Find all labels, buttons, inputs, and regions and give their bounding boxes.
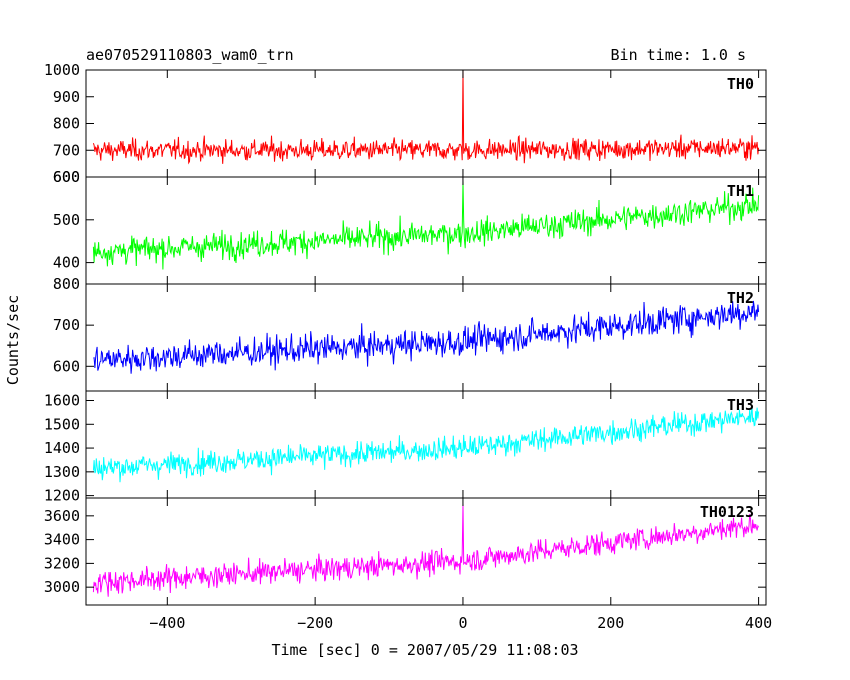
panel-th0123: 3000 3200 3400 3600 TH0123 [44, 497, 767, 606]
series-line-th2 [93, 300, 760, 374]
panel-label-th0: TH0 [727, 75, 754, 93]
y-tick-label: 500 [53, 211, 80, 229]
chart-title: ae070529110803_wam0_trn [86, 46, 294, 64]
panel-label-th1: TH1 [727, 182, 754, 200]
y-tick-label: 3600 [44, 507, 80, 525]
bin-time-label: Bin time: 1.0 s [611, 46, 746, 64]
panel-th1: 400 500 600 TH1 [53, 168, 767, 285]
y-tick-label: 1600 [44, 392, 80, 410]
y-axis-label: Counts/sec [4, 295, 22, 385]
y-tick-label: 3000 [44, 578, 80, 596]
y-tick-label: 1400 [44, 439, 80, 457]
y-tick-label: 1000 [44, 61, 80, 79]
y-tick-label: 900 [53, 88, 80, 106]
panels-group: 6007008009001000TH0400500600TH1600700800… [44, 61, 772, 632]
y-tick-label: 600 [53, 357, 80, 375]
y-tick-label: 600 [53, 168, 80, 186]
panel-frame [85, 176, 767, 285]
panel-label-th0123: TH0123 [700, 503, 754, 521]
x-tick-label: 200 [597, 614, 624, 632]
panel-label-th3: TH3 [727, 396, 754, 414]
panel-th3: 1200 1300 1400 1500 1600 TH3 [44, 390, 767, 505]
panel-frame [85, 390, 767, 499]
y-tick-label: 800 [53, 275, 80, 293]
panel-th2: 600 700 800 TH2 [53, 275, 767, 392]
series-line-th3 [92, 405, 760, 483]
panel-th0: 600 700 800 900 1000 TH0 [44, 61, 767, 186]
y-tick-label: 600 [53, 168, 80, 186]
x-tick-label: 0 [458, 614, 467, 632]
y-tick-label: 1200 [44, 487, 80, 505]
panel-label-th2: TH2 [727, 289, 754, 307]
x-axis-label: Time [sec] 0 = 2007/05/29 11:08:03 [271, 641, 578, 659]
panel-frame [85, 69, 767, 178]
panel-frame [85, 497, 767, 606]
y-tick-label: 1300 [44, 463, 80, 481]
series-line-th0 [92, 70, 760, 165]
x-tick-label: −400 [149, 614, 185, 632]
y-tick-label: 400 [53, 254, 80, 272]
y-tick-label: 800 [53, 115, 80, 133]
x-tick-label: −200 [297, 614, 333, 632]
x-tick-label: 400 [745, 614, 772, 632]
series-line-th0123 [92, 503, 760, 597]
y-tick-label: 1500 [44, 415, 80, 433]
y-tick-label: 3200 [44, 554, 80, 572]
y-tick-label: 700 [53, 316, 80, 334]
y-tick-label: 3400 [44, 531, 80, 549]
y-tick-label: 700 [53, 141, 80, 159]
series-line-th1 [92, 181, 760, 270]
